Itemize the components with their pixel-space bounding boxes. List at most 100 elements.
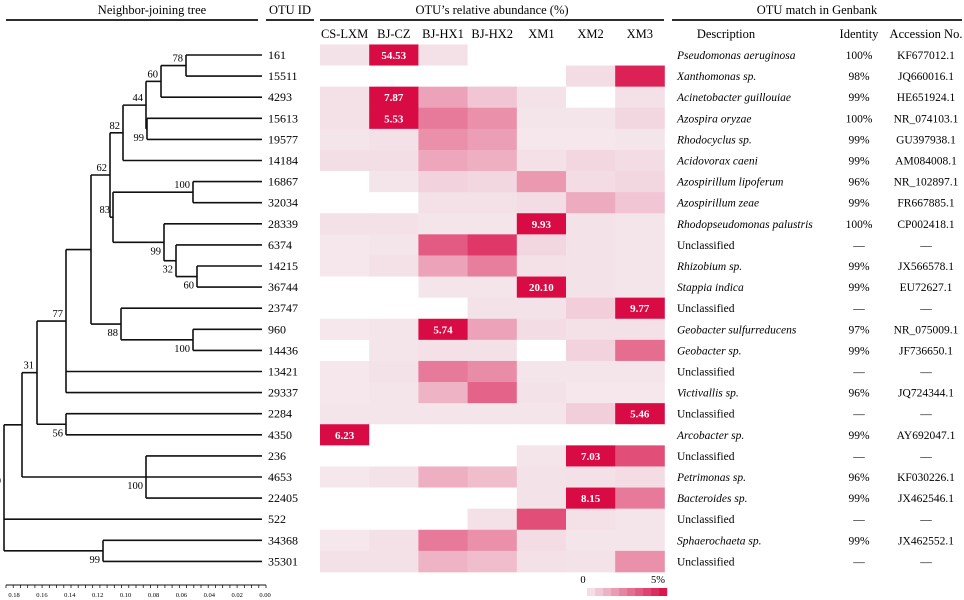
heatmap-cell xyxy=(369,192,419,214)
heatmap-cell xyxy=(418,529,468,552)
otu-accession: KF030226.1 xyxy=(897,472,955,484)
heatmap-cell xyxy=(467,403,518,425)
heatmap-cell xyxy=(615,339,665,362)
heatmap-cell xyxy=(320,107,370,130)
heatmap-cell xyxy=(369,171,419,193)
identity-header: Identity xyxy=(840,27,880,41)
otu-id: 16867 xyxy=(268,175,298,189)
otu-id: 29337 xyxy=(268,386,298,400)
legend-max-label: 5% xyxy=(651,575,665,586)
heatmap-cell xyxy=(615,255,665,277)
heatmap-cell xyxy=(467,466,518,488)
heatmap-cell xyxy=(615,44,665,66)
heatmap-cell xyxy=(566,171,616,193)
otu-accession: JF736650.1 xyxy=(899,345,953,357)
heatmap-cell xyxy=(418,255,468,277)
otu-accession: — xyxy=(919,240,932,252)
otu-description: Bacteroides sp. xyxy=(677,493,747,505)
otu-id-column: 161 15511 4293 15613 19577 14184 16867 32034 283… xyxy=(268,48,298,568)
otu-identity: 98% xyxy=(848,71,870,83)
otu-accession: JX462552.1 xyxy=(898,535,954,547)
heatmap-cell xyxy=(369,297,419,320)
heatmap-cell xyxy=(467,171,518,193)
heatmap-cell xyxy=(516,276,567,299)
heatmap-cell xyxy=(615,86,665,109)
heatmap-cell xyxy=(467,339,518,362)
heatmap-cell xyxy=(516,529,567,552)
heatmap-cell xyxy=(566,192,616,214)
otu-id: 28339 xyxy=(268,217,298,231)
heatmap-cell xyxy=(369,149,419,172)
heatmap: 54.53 7.87 5.53 9.93 20.10 9.77 5.74 5.46 6.23 7.… xyxy=(320,44,665,573)
heatmap-cell xyxy=(418,234,468,256)
otu-identity: 99% xyxy=(848,261,870,273)
heatmap-cell xyxy=(566,149,616,172)
bootstrap-value: 44 xyxy=(133,93,144,104)
heatmap-cell xyxy=(320,403,370,425)
otu-description: Geobacter sp. xyxy=(677,345,742,357)
otu-id: 2284 xyxy=(268,407,292,421)
otu-accession: NR_075009.1 xyxy=(894,324,959,336)
heatmap-cell xyxy=(418,550,468,573)
legend-swatch xyxy=(635,588,644,596)
otu-description: Unclassified xyxy=(677,409,735,421)
heatmap-cell xyxy=(418,403,468,425)
otu-id: 35301 xyxy=(268,554,298,568)
otu-identity: 100% xyxy=(846,50,873,62)
otu-id: 960 xyxy=(268,322,286,336)
heatmap-cell xyxy=(516,171,567,193)
heatmap-cell xyxy=(615,107,665,130)
heatmap-cell xyxy=(566,403,616,425)
heatmap-cell xyxy=(418,487,468,510)
heatmap-cell-label: 7.87 xyxy=(384,92,404,104)
heatmap-cell xyxy=(418,107,468,130)
heatmap-cell xyxy=(467,107,518,130)
heatmap-cell xyxy=(320,234,370,256)
heatmap-cell xyxy=(418,149,468,172)
otu-id: 4293 xyxy=(268,90,292,104)
heatmap-cell-label: 5.46 xyxy=(630,409,650,421)
heatmap-cell xyxy=(467,318,518,341)
legend-swatch xyxy=(627,588,636,596)
heatmap-cell-label: 9.77 xyxy=(630,303,650,315)
bootstrap-value: 99 xyxy=(151,246,162,257)
heatmap-cell xyxy=(566,487,616,510)
axis-tick-label: 0.12 xyxy=(92,592,103,599)
heatmap-cell xyxy=(615,550,665,573)
otu-accession: NR_074103.1 xyxy=(894,113,959,125)
otu-identity: — xyxy=(852,451,865,463)
heatmap-cell xyxy=(320,550,370,573)
heatmap-column-label: XM3 xyxy=(627,27,653,41)
heatmap-cell xyxy=(566,213,616,235)
heatmap-cell xyxy=(418,339,468,362)
heatmap-cell xyxy=(615,382,665,404)
heatmap-cell xyxy=(615,192,665,214)
heatmap-cell xyxy=(369,276,419,299)
tree-header: Neighbor-joining tree xyxy=(98,3,207,17)
heatmap-cell-label: 9.93 xyxy=(532,219,552,231)
axis-tick-label: 0.00 xyxy=(259,592,270,599)
axis-tick-label: 0.16 xyxy=(36,592,48,599)
heatmap-cell xyxy=(369,86,419,109)
heatmap-cell xyxy=(615,149,665,172)
heatmap-cell xyxy=(516,297,567,320)
otu-accession: JQ660016.1 xyxy=(898,71,954,83)
heatmap-cell xyxy=(566,65,616,88)
heatmap-cell xyxy=(320,424,370,446)
heatmap-cell xyxy=(615,171,665,193)
heatmap-cell xyxy=(566,466,616,488)
heatmap-cell xyxy=(516,550,567,573)
heatmap-cell xyxy=(516,86,567,109)
legend-swatch xyxy=(643,588,652,596)
heatmap-cell xyxy=(369,508,419,531)
otu-accession: — xyxy=(919,367,932,379)
heatmap-column-label: BJ-HX1 xyxy=(422,27,464,41)
heatmap-cell xyxy=(320,276,370,299)
heatmap-cell xyxy=(516,424,567,446)
otu-description: Unclassified xyxy=(677,514,735,526)
heatmap-cell xyxy=(566,445,616,467)
heatmap-column-label: CS-LXM xyxy=(321,27,368,41)
legend-swatch xyxy=(611,588,620,596)
otu-id: 161 xyxy=(268,48,286,62)
heatmap-cell xyxy=(615,65,665,88)
